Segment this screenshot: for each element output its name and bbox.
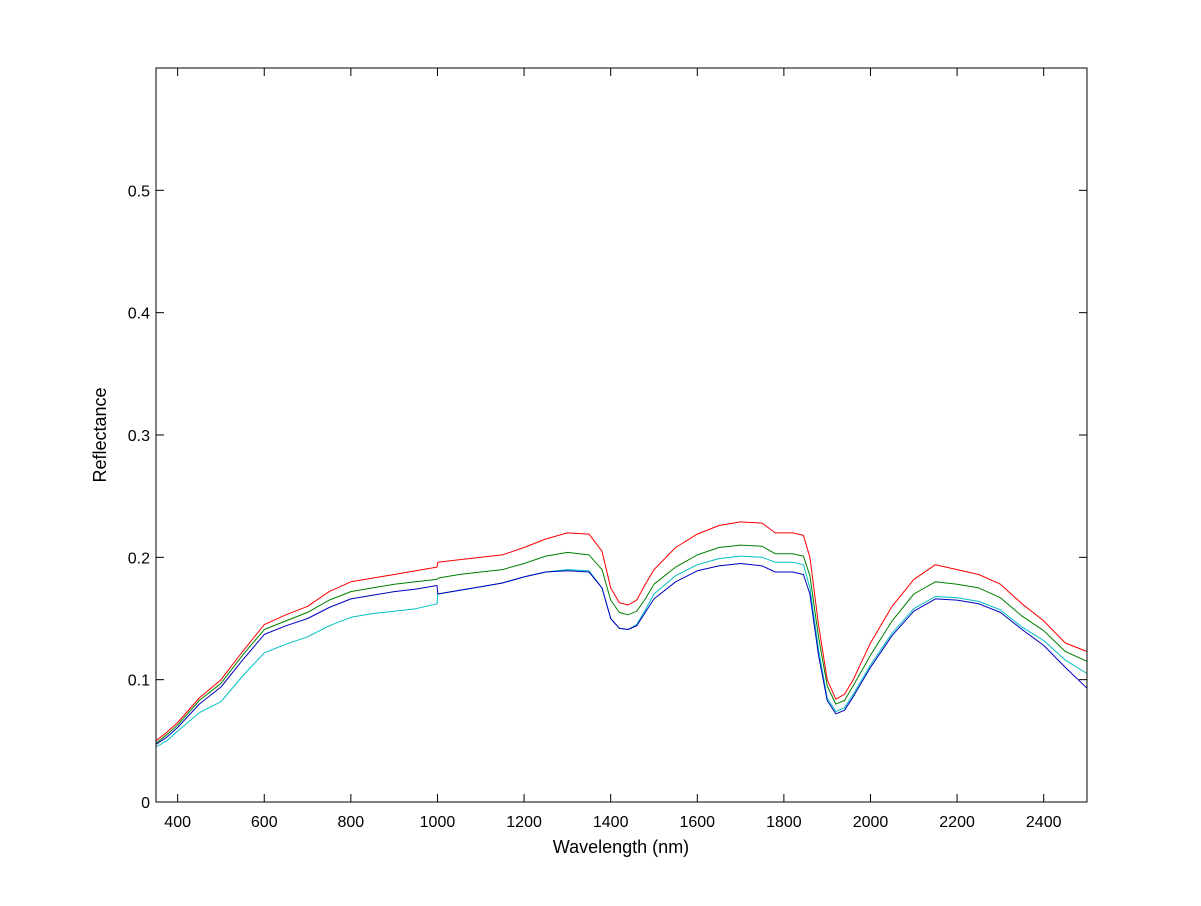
plot-frame bbox=[155, 67, 1088, 803]
y-tick-label: 0.5 bbox=[128, 183, 150, 200]
x-tick-label: 1200 bbox=[506, 814, 542, 831]
x-tick-label: 1800 bbox=[766, 814, 802, 831]
x-tick-label: 400 bbox=[164, 814, 191, 831]
x-axis-label: Wavelength (nm) bbox=[553, 837, 689, 857]
tick-labels: 400 600 800 1000 1200 1400 1600 1800 2000 2200 240… bbox=[128, 183, 1062, 831]
y-axis-label: Reflectance bbox=[90, 387, 110, 482]
series-layer bbox=[155, 521, 1088, 748]
x-tick-label: 600 bbox=[251, 814, 278, 831]
x-tick-label: 1000 bbox=[420, 814, 456, 831]
y-tick-label: 0 bbox=[141, 795, 150, 812]
x-tick-label: 800 bbox=[338, 814, 365, 831]
series-line-3 bbox=[155, 555, 1088, 748]
series-line-2 bbox=[155, 544, 1088, 744]
x-tick-label: 1400 bbox=[593, 814, 629, 831]
y-tick-label: 0.2 bbox=[128, 550, 150, 567]
y-tick-label: 0.1 bbox=[128, 673, 150, 690]
y-tick-label: 0.4 bbox=[128, 306, 150, 323]
x-tick-label: 2200 bbox=[939, 814, 975, 831]
ticks-layer bbox=[156, 68, 1087, 803]
x-tick-label: 1600 bbox=[679, 814, 715, 831]
y-tick-label: 0.3 bbox=[128, 428, 150, 445]
x-tick-label: 2400 bbox=[1026, 814, 1062, 831]
x-tick-label: 2000 bbox=[853, 814, 889, 831]
series-line-1 bbox=[155, 521, 1088, 742]
series-line-4 bbox=[155, 563, 1088, 745]
